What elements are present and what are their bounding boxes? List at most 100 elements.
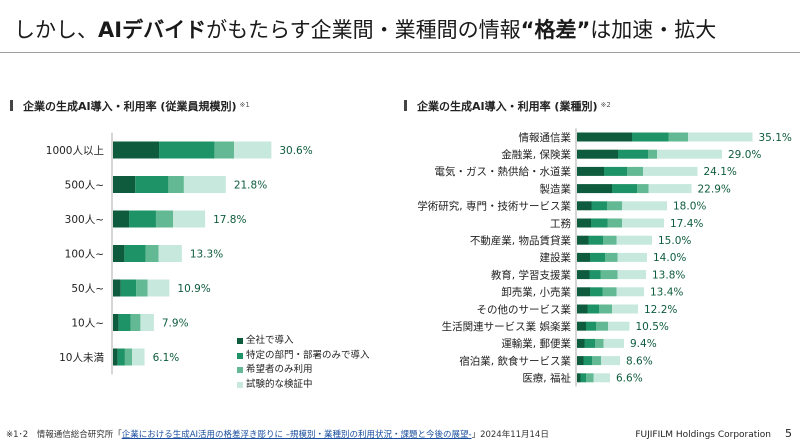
legend-label: 希望者のみ利用 [246,364,313,375]
legend-swatch-trial [237,381,243,388]
bar-segment-dept [159,141,215,159]
legend-label: 全社で導入 [246,335,294,346]
bar-segment-hope [603,235,617,245]
value-label: 22.9% [698,183,731,195]
value-label: 7.9% [162,317,189,329]
legend-item-full: 全社で導入 [237,334,370,349]
title-marker-icon [10,100,13,111]
bar-segment-hope [124,348,133,366]
bar-segment-trial [140,314,154,331]
bar-segment-trial [657,149,722,159]
bar-segment-trial [616,235,652,245]
bar-segment-full [577,287,590,297]
category-label: 300人~ [65,214,104,226]
legend-label: 試験的な検証中 [246,378,313,390]
bar-segment-dept [590,252,605,262]
bar-segment-full [577,321,586,331]
bar-segment-full [577,166,604,176]
bar-segment-full [577,252,590,262]
value-label: 30.6% [279,145,312,157]
bar-segment-trial [612,304,638,314]
bar-segment-trial [132,348,145,366]
bar-segment-dept [117,348,125,366]
chart-title-size: 企業の生成AI導入・利用率 (従業員規模別) ※1 [10,98,250,114]
source-link[interactable]: 企業における生成AI活用の格差浮き彫りに –規模別・業種別の利用状況・課題と今後… [121,430,472,440]
bar-segment-hope [592,356,601,366]
category-label: 電気・ガス・熱供給・水道業 [435,165,572,178]
bar-segment-hope [599,304,612,314]
bar-segment-hope [605,252,618,262]
bar-segment-full [577,235,589,245]
legend-item-hope: 希望者のみ利用 [237,363,370,378]
category-label: 学術研究, 専門・技術サービス業 [417,200,571,213]
legend-swatch-dept [237,352,243,359]
chart-title-industry-note: ※2 [600,101,611,109]
value-label: 6.6% [616,373,643,385]
bar-segment-trial [617,252,647,262]
bar-segment-trial [183,176,226,193]
value-label: 35.1% [759,132,792,144]
bar-segment-trial [603,338,624,348]
bar-segment-dept [586,321,596,331]
value-label: 21.8% [234,179,267,191]
bar-segment-dept [591,201,607,211]
bar-segment-hope [637,184,649,194]
bar-segment-hope [214,141,235,159]
bar-segment-dept [632,132,669,142]
bar-segment-full [577,304,588,314]
value-label: 14.0% [653,252,686,264]
value-label: 24.1% [704,166,737,178]
category-label: 50人~ [71,283,104,295]
category-label: 生活関連サービス業 娯楽業 [442,320,572,333]
bar-segment-full [577,373,581,383]
bar-segment-hope [607,201,622,211]
chart-legend: 全社で導入 特定の部門・部署のみで導入 希望者のみ利用 試験的な検証中 [237,334,370,392]
bar-segment-trial [622,201,667,211]
value-label: 29.0% [728,149,761,161]
value-label: 18.0% [673,201,706,213]
chart-title-industry-text: 企業の生成AI導入・利用率 (業種別) [417,100,598,113]
footer-source: ※1･2 情報通信総合研究所「企業における生成AI活用の格差浮き彫りに –規模別… [6,428,549,440]
bar-segment-hope [145,245,159,262]
bar-segment-hope [607,218,622,228]
chart-title-size-text: 企業の生成AI導入・利用率 (従業員規模別) [23,100,237,113]
category-label: 工務 [550,217,571,230]
value-label: 13.3% [190,248,223,260]
bar-segment-full [113,279,121,297]
category-label: 医療, 福祉 [522,372,571,385]
bar-segment-hope [136,279,148,297]
bar-segment-dept [587,304,599,314]
chart-title-size-note: ※1 [239,101,250,109]
value-label: 17.4% [670,218,703,230]
bar-segment-hope [130,314,141,331]
value-label: 8.6% [626,355,653,367]
bar-segment-dept [120,279,137,297]
bar-segment-dept [591,218,608,228]
footer-brand: FUJIFILM Holdings Corporation 5 [635,427,792,440]
category-label: 建設業 [540,251,572,264]
bar-segment-full [577,149,618,159]
title-emphasis-ai-divide: AIデバイド [98,18,207,42]
bar-segment-dept [604,166,627,176]
bar-segment-trial [147,279,170,297]
bar-segment-dept [590,287,603,297]
bar-segment-hope [600,270,618,280]
category-label: 10人未満 [59,352,104,364]
bar-segment-dept [583,356,592,366]
category-label: 不動産業, 物品賃貸業 [470,234,572,247]
bar-segment-full [113,314,119,331]
bar-segment-dept [580,373,586,383]
bar-segment-hope [596,321,608,331]
chart-size: 1000人以上 30.6% 500人~ 21.8% 300人~ 17.8% 100人~ 13.… [46,132,313,375]
category-label: その他のサービス業 [477,303,572,316]
footer-note: ※1･2 情報通信総合研究所「 [6,430,122,440]
value-label: 12.2% [644,304,677,316]
bar-segment-hope [627,166,643,176]
category-label: 10人~ [71,317,104,329]
bar-segment-full [113,176,136,193]
value-label: 10.5% [636,321,669,333]
bar-segment-hope [155,210,174,228]
bar-segment-full [113,141,160,159]
bar-segment-hope [648,149,657,159]
chart-title-industry: 企業の生成AI導入・利用率 (業種別) ※2 [404,98,611,114]
